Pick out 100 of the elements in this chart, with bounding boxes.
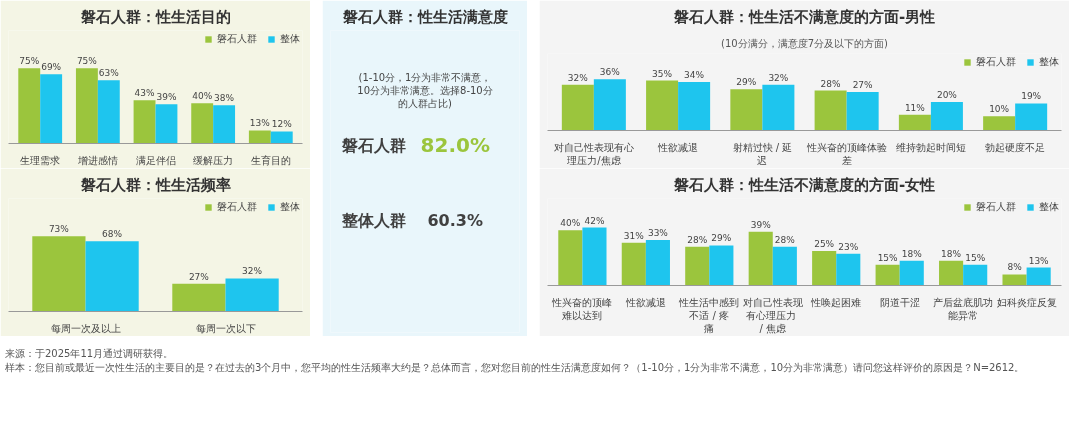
bar [75, 68, 98, 144]
chart-title: 磐石人群：性生活不满意度的方面-女性 [672, 175, 936, 194]
data-label: 27% [852, 80, 874, 90]
data-label: 13% [249, 118, 271, 129]
x-tick-label: 每周一次以下 [195, 322, 256, 334]
data-label: 28% [687, 234, 708, 245]
x-tick-label: 对自己性表现有心理压力/焦虑 [553, 141, 634, 166]
bar [225, 278, 279, 312]
x-tick-label: 生理需求 [20, 154, 61, 166]
legend-label: 整体 [280, 200, 300, 214]
bar [248, 130, 271, 144]
bar [709, 245, 734, 286]
legend-label: 磐石人群 [217, 200, 257, 214]
data-label: 23% [838, 241, 859, 252]
data-label: 19% [1021, 91, 1042, 102]
bar [40, 74, 63, 144]
data-label: 73% [48, 224, 70, 235]
data-label: 15% [877, 252, 899, 263]
bar [646, 80, 679, 131]
bar [1015, 103, 1048, 131]
x-tick-label: 生育目的 [250, 154, 291, 166]
bar [899, 260, 924, 286]
bar [1026, 267, 1051, 286]
x-tick-label: 射精过快 / 延迟 [732, 141, 793, 166]
chart-title: 磐石人群：性生活频率 [79, 175, 231, 194]
data-label: 32% [567, 72, 589, 83]
text: 82.0% [420, 133, 490, 158]
data-label: 10% [989, 104, 1010, 115]
text: 60.3% [427, 211, 483, 231]
x-tick-label: 产后盆底肌功能异常 [933, 296, 994, 321]
data-label: 34% [684, 70, 705, 81]
legend-label: 整体 [280, 32, 300, 46]
data-label: 75% [19, 56, 40, 67]
bar [814, 90, 847, 131]
x-tick-label: 性兴奋的顶峰体验差 [805, 141, 887, 166]
x-tick-label: 维持勃起时间短 [895, 141, 966, 153]
data-label: 69% [41, 62, 62, 73]
x-tick-label: 性兴奋的顶峰难以达到 [551, 296, 613, 321]
data-label: 75% [76, 56, 98, 67]
bar [18, 68, 41, 144]
legend-label: 磐石人群 [976, 55, 1016, 69]
data-label: 63% [98, 68, 120, 79]
bar [875, 264, 900, 286]
bar [32, 236, 86, 312]
data-label: 27% [188, 271, 210, 282]
data-label: 20% [936, 89, 958, 100]
bar [621, 242, 646, 286]
bar [730, 89, 763, 131]
x-tick-label: 性唤起困难 [810, 296, 862, 308]
data-label: 29% [711, 233, 732, 244]
bar [846, 92, 879, 131]
data-label: 40% [560, 218, 581, 229]
data-label: 28% [820, 78, 842, 89]
bar [762, 84, 795, 131]
bar [812, 250, 837, 286]
bar [898, 114, 931, 131]
bar [593, 79, 626, 131]
x-tick-label: 增进感情 [76, 154, 118, 166]
bar [213, 105, 236, 144]
bar [582, 227, 607, 286]
bar [558, 230, 583, 286]
bar [172, 283, 226, 312]
x-tick-label: 满足伴侣 [135, 154, 176, 166]
data-label: 39% [156, 92, 177, 103]
chart-title: 磐石人群：性生活目的 [79, 7, 231, 26]
x-tick-label: 性欲减退 [657, 141, 699, 153]
x-tick-label: 对自己性表现有心理压力 / 焦虑 [742, 296, 803, 334]
data-label: 43% [134, 88, 155, 99]
bar [772, 246, 797, 286]
chart-title: 磐石人群：性生活不满意度的方面-男性 [672, 7, 936, 26]
data-label: 15% [965, 252, 986, 263]
bar [191, 103, 214, 144]
data-label: 42% [584, 215, 605, 226]
bar [678, 82, 711, 131]
data-label: 33% [647, 227, 669, 238]
data-label: 36% [599, 67, 621, 78]
x-tick-label: 性生活中感到不适 / 疼痛 [678, 296, 740, 334]
bar [836, 253, 861, 286]
x-tick-label: 阴道干涩 [879, 296, 920, 308]
data-label: 11% [904, 102, 926, 113]
source-note: 来源：于2025年11月通过调研获得。 [5, 348, 174, 359]
text: 样本：您目前或最近一次性生活的主要目的是？在过去的3个月中，您平均的性生活频率大约是？总体而言，您对您目前的性生活满意度如何？（1-10分，1分为非常不满意，10分为非常满意）请问您这样评价的原因是？N=2612。 [5, 362, 1025, 374]
bar [561, 84, 594, 131]
text: 整体人群 [340, 211, 406, 231]
data-label: 29% [736, 77, 757, 88]
legend-label: 整体 [1039, 55, 1059, 69]
data-label: 31% [623, 230, 645, 241]
data-label: 13% [1028, 255, 1050, 266]
bar [685, 246, 710, 286]
data-label: 40% [192, 91, 213, 102]
bar [930, 101, 963, 131]
bar [155, 104, 178, 144]
bar [963, 264, 988, 286]
x-tick-label: 性欲减退 [624, 296, 666, 308]
x-tick-label: 缓解压力 [193, 154, 234, 166]
bar [85, 241, 139, 312]
data-label: 35% [652, 68, 673, 79]
data-label: 38% [214, 93, 235, 104]
bar [983, 116, 1016, 131]
data-label: 32% [242, 266, 263, 277]
